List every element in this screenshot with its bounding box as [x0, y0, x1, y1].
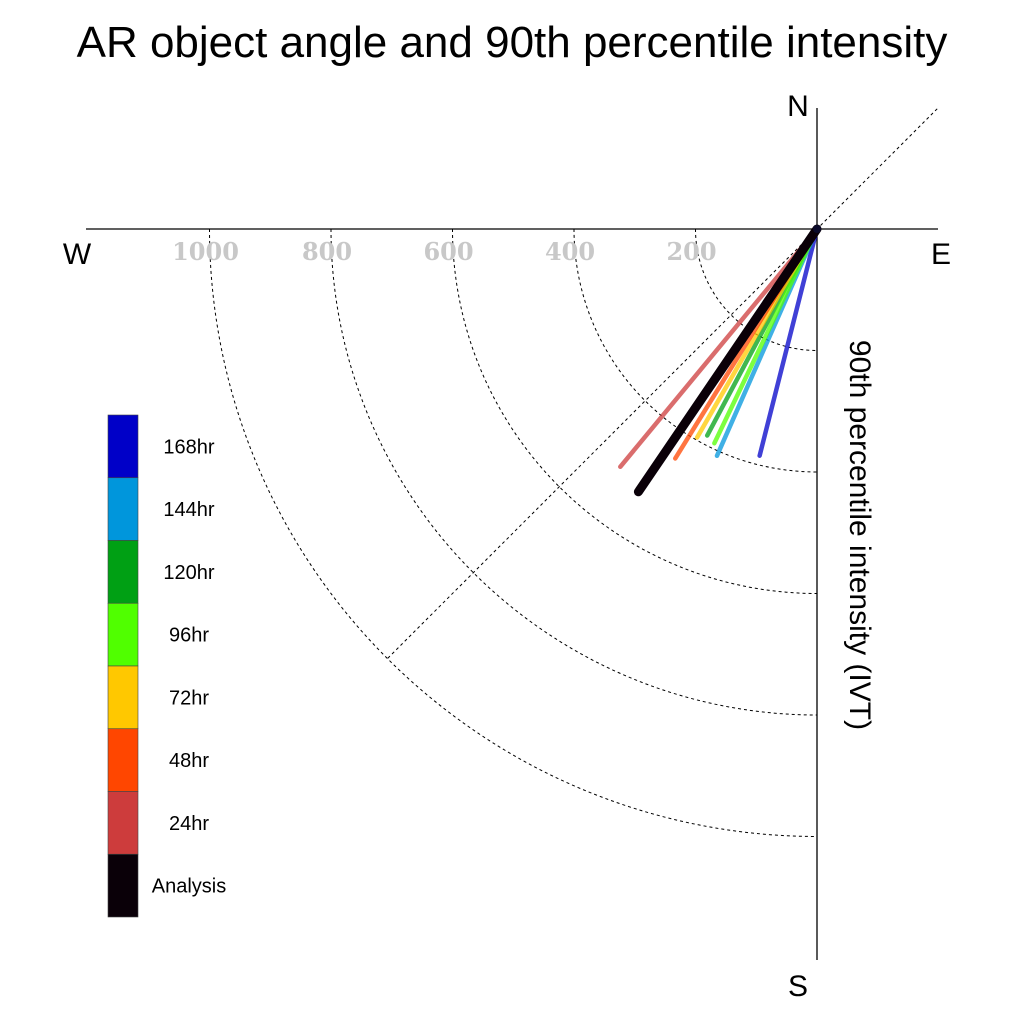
legend-label-48hr: 48hr	[169, 750, 209, 772]
legend-label-96hr: 96hr	[169, 625, 209, 647]
ring-400	[573, 228, 818, 473]
ring-label-600: 600	[423, 237, 473, 266]
legend-swatch-120hr	[107, 540, 139, 604]
ring-1000	[209, 228, 818, 837]
west-label: W	[63, 238, 92, 271]
north-label: N	[787, 90, 809, 123]
legend-label-168hr: 168hr	[163, 436, 214, 458]
legend-swatch-144hr	[107, 477, 139, 541]
ring-200	[695, 228, 818, 351]
ring-label-200: 200	[666, 237, 716, 266]
legend-label-144hr: 144hr	[163, 499, 214, 521]
east-label: E	[931, 238, 951, 271]
legend-swatch-24hr	[107, 791, 139, 855]
y-axis-label: 90th percentile intensity (IVT)	[843, 340, 876, 730]
ring-600	[452, 228, 818, 594]
legend-swatch-168hr	[107, 414, 139, 479]
origin-point	[813, 225, 821, 233]
legend-swatch-72hr	[107, 665, 139, 730]
legend-label-analysis: Analysis	[152, 876, 226, 898]
legend: 168hr 144hr 120hr 96hr 72hr 48hr 24hr Analysis	[107, 414, 226, 918]
legend-label-120hr: 120hr	[163, 562, 214, 584]
ring-800	[330, 228, 818, 716]
vector-analysis	[633, 224, 822, 497]
vector-168hr	[757, 226, 820, 458]
legend-swatch-48hr	[107, 728, 139, 792]
ring-label-800: 800	[302, 237, 352, 266]
legend-label-24hr: 24hr	[169, 813, 209, 835]
chart-title: AR object angle and 90th percentile inte…	[77, 18, 948, 67]
legend-swatch-analysis	[107, 853, 139, 918]
south-label: S	[788, 970, 808, 1003]
legend-swatch-96hr	[107, 602, 139, 667]
grid	[209, 108, 938, 837]
ring-labels: 200 400 600 800 1000	[172, 237, 716, 266]
legend-label-72hr: 72hr	[169, 687, 209, 709]
vector-96hr	[712, 226, 820, 446]
vectors	[618, 224, 822, 497]
ring-label-400: 400	[545, 237, 595, 266]
vector-24hr	[618, 226, 820, 470]
ring-label-1000: 1000	[172, 237, 239, 266]
